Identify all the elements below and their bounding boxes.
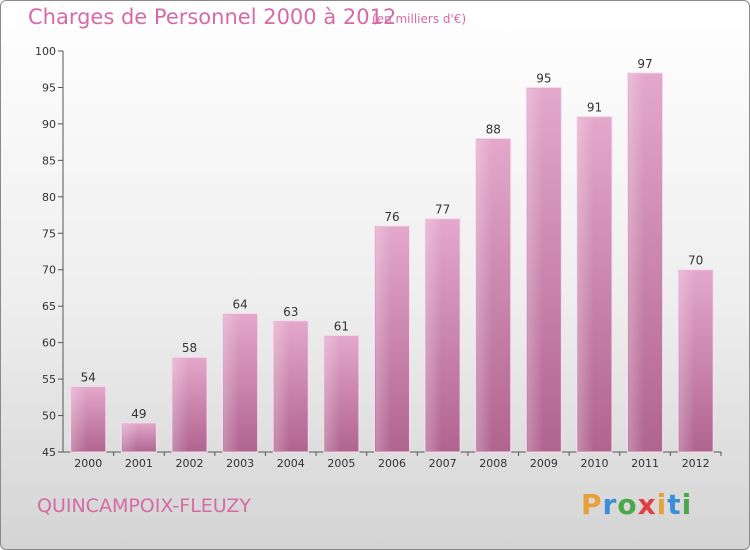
logo-letter: x bbox=[637, 488, 657, 521]
y-tick-label: 65 bbox=[42, 300, 56, 313]
x-tick-label: 2004 bbox=[277, 457, 305, 470]
bar-value-label: 95 bbox=[536, 71, 551, 85]
bar-value-label: 61 bbox=[334, 319, 349, 333]
logo-letter: P bbox=[581, 488, 603, 521]
bar-highlight bbox=[527, 88, 544, 452]
logo-letter: t bbox=[667, 488, 682, 521]
bar-highlight bbox=[628, 73, 645, 451]
y-tick-label: 95 bbox=[42, 81, 56, 94]
y-tick-label: 70 bbox=[42, 264, 56, 277]
logo-letter: i bbox=[681, 488, 693, 521]
y-tick-label: 45 bbox=[42, 446, 56, 459]
x-tick-label: 2011 bbox=[631, 457, 659, 470]
bar-value-label: 76 bbox=[384, 210, 399, 224]
y-tick-label: 60 bbox=[42, 337, 56, 350]
y-tick-label: 55 bbox=[42, 373, 56, 386]
proxiti-logo[interactable]: Proxiti bbox=[581, 488, 692, 521]
y-tick-label: 100 bbox=[35, 45, 56, 58]
bar-value-label: 88 bbox=[486, 122, 501, 136]
x-tick-label: 2008 bbox=[479, 457, 507, 470]
bar-value-label: 58 bbox=[182, 341, 197, 355]
chart-bars bbox=[70, 72, 714, 453]
x-tick-label: 2009 bbox=[530, 457, 558, 470]
y-tick-label: 85 bbox=[42, 154, 56, 167]
bar-highlight bbox=[324, 336, 341, 451]
y-tick-label: 90 bbox=[42, 118, 56, 131]
x-tick-label: 2010 bbox=[580, 457, 608, 470]
x-tick-label: 2005 bbox=[327, 457, 355, 470]
x-tick-label: 2006 bbox=[378, 457, 406, 470]
y-tick-label: 80 bbox=[42, 191, 56, 204]
x-tick-label: 2007 bbox=[429, 457, 457, 470]
y-tick-label: 50 bbox=[42, 410, 56, 423]
bar-highlight bbox=[375, 226, 392, 451]
chart-value-labels: 54 49 58 64 63 61 76 77 88 95 91 97 70 bbox=[81, 57, 704, 421]
chart-unit: (en milliers d'€) bbox=[372, 12, 467, 26]
bar-value-label: 54 bbox=[81, 370, 96, 384]
chart-axes: 45 50 55 60 65 70 75 80 85 90 95 100 2000 2001 2002 200… bbox=[35, 45, 722, 470]
logo-letter: o bbox=[617, 488, 638, 521]
bar-highlight bbox=[122, 423, 139, 451]
bar-value-label: 63 bbox=[283, 305, 298, 319]
bar-value-label: 97 bbox=[637, 57, 652, 71]
bar-highlight bbox=[223, 314, 240, 451]
x-tick-label: 2012 bbox=[682, 457, 710, 470]
logo-letter: r bbox=[602, 488, 618, 521]
x-tick-label: 2000 bbox=[74, 457, 102, 470]
bar-highlight bbox=[426, 219, 442, 451]
x-tick-label: 2003 bbox=[226, 457, 254, 470]
x-tick-label: 2001 bbox=[125, 457, 153, 470]
bar-highlight bbox=[173, 358, 189, 451]
bar-highlight bbox=[476, 139, 493, 451]
bar-highlight bbox=[679, 270, 695, 451]
city-name: QUINCAMPOIX-FLEUZY bbox=[37, 495, 251, 517]
x-tick-label: 2002 bbox=[176, 457, 204, 470]
y-tick-label: 75 bbox=[42, 227, 56, 240]
bar-value-label: 64 bbox=[233, 297, 248, 311]
bar-value-label: 70 bbox=[688, 254, 703, 268]
bar-value-label: 49 bbox=[131, 407, 146, 421]
bar-value-label: 77 bbox=[435, 203, 450, 217]
bar-highlight bbox=[577, 117, 594, 452]
logo-letter: i bbox=[656, 488, 668, 521]
bar-highlight bbox=[71, 387, 88, 451]
chart-title: Charges de Personnel 2000 à 2012 bbox=[28, 5, 397, 29]
bar-highlight bbox=[274, 321, 291, 451]
bar-value-label: 91 bbox=[587, 101, 602, 115]
